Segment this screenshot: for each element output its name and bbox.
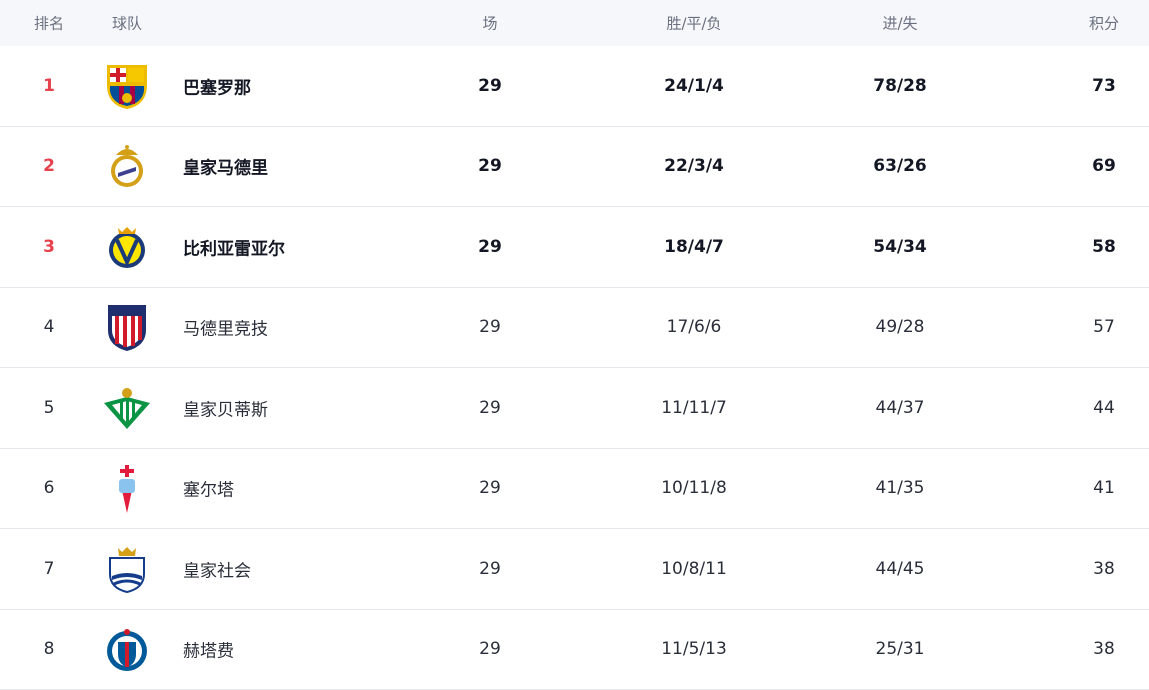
team-name[interactable]: 巴塞罗那 xyxy=(183,73,251,98)
table-header: 排名 球队 场 胜/平/负 进/失 积分 xyxy=(0,0,1149,46)
win-draw-loss: 10/11/8 xyxy=(661,478,727,498)
points: 38 xyxy=(1093,559,1115,579)
celta-crest-icon xyxy=(104,463,150,513)
points: 69 xyxy=(1092,156,1116,176)
win-draw-loss: 22/3/4 xyxy=(664,156,724,176)
atletico-crest-icon xyxy=(104,302,150,352)
goals-for-against: 25/31 xyxy=(876,639,925,659)
win-draw-loss: 24/1/4 xyxy=(664,76,724,96)
played: 29 xyxy=(479,478,501,498)
getafe-crest-icon xyxy=(104,624,150,674)
header-team: 球队 xyxy=(112,13,142,34)
points: 57 xyxy=(1093,317,1115,337)
points: 41 xyxy=(1093,478,1115,498)
table-row[interactable]: 4 马德里竞技 29 17/6/6 49/28 57 xyxy=(0,288,1149,369)
team-name[interactable]: 马德里竞技 xyxy=(183,315,268,340)
goals-for-against: 49/28 xyxy=(876,317,925,337)
real-madrid-crest-icon xyxy=(104,141,150,191)
points: 73 xyxy=(1092,76,1116,96)
table-row[interactable]: 7 皇家社会 29 10/8/11 44/45 38 xyxy=(0,529,1149,610)
team-name[interactable]: 塞尔塔 xyxy=(183,476,234,501)
goals-for-against: 63/26 xyxy=(873,156,927,176)
played: 29 xyxy=(479,559,501,579)
played: 29 xyxy=(479,398,501,418)
team-name[interactable]: 赫塔费 xyxy=(183,637,234,662)
team-name[interactable]: 皇家马德里 xyxy=(183,154,268,179)
table-row[interactable]: 3 比利亚雷亚尔 29 18/4/7 54/34 58 xyxy=(0,207,1149,288)
table-row[interactable]: 8 赫塔费 29 11/5/13 25/31 38 xyxy=(0,610,1149,690)
played: 29 xyxy=(479,639,501,659)
team-name[interactable]: 皇家贝蒂斯 xyxy=(183,395,268,420)
win-draw-loss: 17/6/6 xyxy=(667,317,722,337)
header-goals: 进/失 xyxy=(882,13,917,34)
points: 44 xyxy=(1093,398,1115,418)
rank: 2 xyxy=(43,156,55,176)
points: 38 xyxy=(1093,639,1115,659)
table-row[interactable]: 6 塞尔塔 29 10/11/8 41/35 41 xyxy=(0,449,1149,530)
rank: 3 xyxy=(43,237,55,257)
team-name[interactable]: 皇家社会 xyxy=(183,556,251,581)
header-played: 场 xyxy=(482,13,497,34)
goals-for-against: 44/37 xyxy=(876,398,925,418)
win-draw-loss: 18/4/7 xyxy=(664,237,724,257)
goals-for-against: 54/34 xyxy=(873,237,927,257)
goals-for-against: 44/45 xyxy=(876,559,925,579)
win-draw-loss: 11/11/7 xyxy=(661,398,727,418)
win-draw-loss: 11/5/13 xyxy=(661,639,727,659)
rank: 7 xyxy=(44,559,55,579)
rank: 6 xyxy=(44,478,55,498)
rank: 1 xyxy=(43,76,55,96)
header-wdl: 胜/平/负 xyxy=(666,13,721,34)
played: 29 xyxy=(478,76,502,96)
header-rank: 排名 xyxy=(34,13,64,34)
win-draw-loss: 10/8/11 xyxy=(661,559,727,579)
goals-for-against: 41/35 xyxy=(876,478,925,498)
rank: 4 xyxy=(44,317,55,337)
rank: 5 xyxy=(44,398,55,418)
played: 29 xyxy=(479,317,501,337)
table-row[interactable]: 1 巴塞罗那 29 24/1/4 78/28 73 xyxy=(0,46,1149,127)
goals-for-against: 78/28 xyxy=(873,76,927,96)
team-name[interactable]: 比利亚雷亚尔 xyxy=(183,234,285,259)
points: 58 xyxy=(1092,237,1116,257)
barcelona-crest-icon xyxy=(104,61,150,111)
header-points: 积分 xyxy=(1089,13,1119,34)
rank: 8 xyxy=(44,639,55,659)
betis-crest-icon xyxy=(104,383,150,433)
table-row[interactable]: 2 皇家马德里 29 22/3/4 63/26 69 xyxy=(0,127,1149,208)
villarreal-crest-icon xyxy=(104,222,150,272)
played: 29 xyxy=(478,237,502,257)
played: 29 xyxy=(478,156,502,176)
real-sociedad-crest-icon xyxy=(104,544,150,594)
table-row[interactable]: 5 皇家贝蒂斯 29 11/11/7 44/37 44 xyxy=(0,368,1149,449)
